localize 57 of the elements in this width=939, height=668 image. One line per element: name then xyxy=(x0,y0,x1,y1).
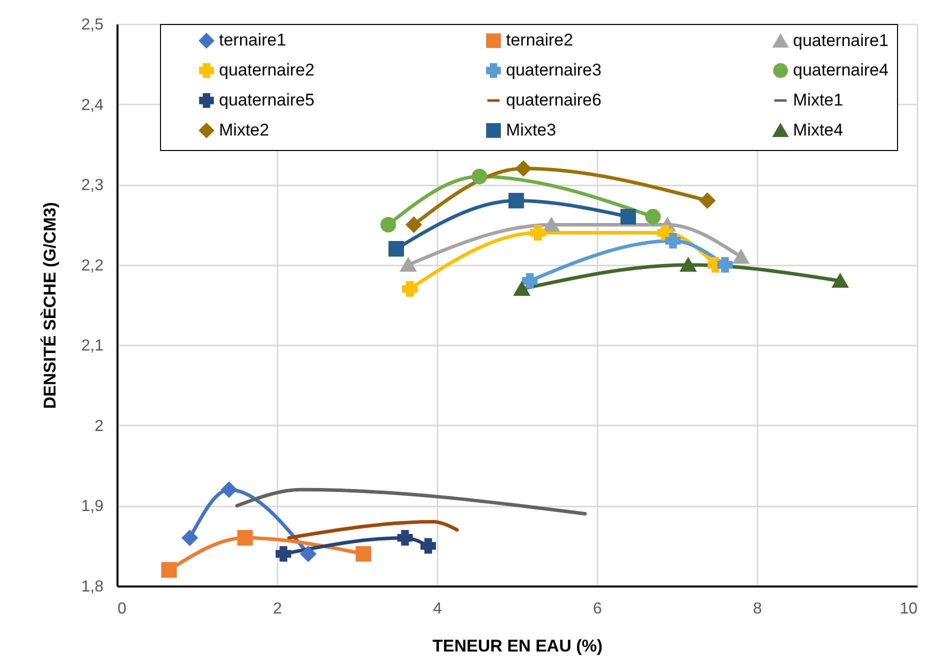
point xyxy=(733,250,749,264)
legend-label: quaternaire4 xyxy=(793,60,888,80)
point xyxy=(420,538,436,554)
x-tick-label: 10 xyxy=(900,600,918,618)
point xyxy=(400,258,416,272)
point xyxy=(508,192,524,208)
x-tick-label: 8 xyxy=(753,600,762,618)
point xyxy=(665,233,681,249)
y-tick-label: 2,3 xyxy=(81,177,104,194)
point xyxy=(221,482,237,498)
point xyxy=(237,530,253,546)
point xyxy=(832,274,848,288)
point xyxy=(472,168,488,184)
legend-label: ternaire2 xyxy=(506,30,574,50)
y-tick-label: 1,8 xyxy=(81,578,104,596)
point xyxy=(300,546,316,562)
point xyxy=(276,546,292,562)
legend-label: quaternaire5 xyxy=(219,90,314,110)
y-tick-label: 2,1 xyxy=(81,338,104,355)
point xyxy=(356,546,372,562)
point xyxy=(530,224,546,241)
legend-label: Mixte4 xyxy=(793,120,844,140)
y-tick-label: 2,5 xyxy=(81,16,104,34)
x-tick-label: 4 xyxy=(433,600,442,618)
x-tick-label: 6 xyxy=(593,600,602,618)
point xyxy=(680,258,696,272)
y-tick-label: 2,4 xyxy=(81,96,104,114)
point xyxy=(380,216,396,232)
legend-label: quaternaire2 xyxy=(219,60,314,80)
y-tick-label: 2 xyxy=(94,418,104,435)
x-axis-title: TENEUR EN EAU (%) xyxy=(432,636,603,656)
y-tick-label: 2,2 xyxy=(81,257,104,274)
legend-label: Mixte3 xyxy=(506,120,556,140)
legend-label: quaternaire6 xyxy=(506,90,602,110)
y-tick-label: 1,9 xyxy=(81,498,104,516)
point xyxy=(544,218,560,232)
point xyxy=(388,241,404,257)
point xyxy=(700,192,716,208)
x-tick-label: 2 xyxy=(273,600,282,618)
point xyxy=(645,208,661,224)
point xyxy=(182,530,198,546)
x-tick-label: 0 xyxy=(118,600,126,618)
point xyxy=(397,530,413,546)
point xyxy=(516,160,532,176)
legend-label: quaternaire1 xyxy=(793,31,888,50)
point xyxy=(161,562,177,578)
point xyxy=(717,257,733,273)
point xyxy=(402,281,418,297)
legend-label: ternaire1 xyxy=(219,30,286,50)
point xyxy=(522,273,538,289)
legend-label: Mixte1 xyxy=(793,90,844,110)
point xyxy=(406,216,422,232)
y-axis-title: DENSITÉ SÈCHE (G/CM3) xyxy=(39,202,60,409)
legend-label: quaternaire3 xyxy=(506,60,602,80)
point xyxy=(514,282,530,296)
legend-label: Mixte2 xyxy=(219,120,270,140)
point xyxy=(620,208,636,224)
